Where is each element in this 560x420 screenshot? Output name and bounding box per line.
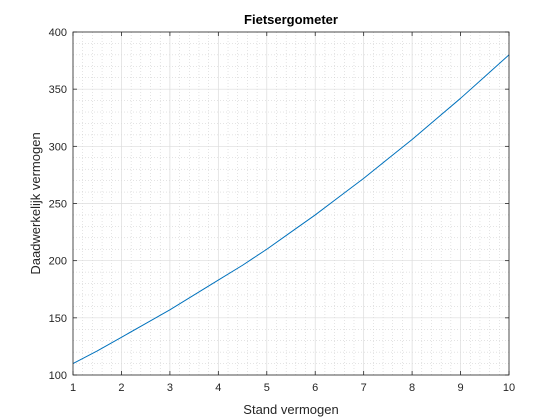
y-axis-title: Daadwerkelijk vermogen (28, 132, 43, 274)
x-tick-label: 2 (118, 382, 124, 394)
y-tick-label: 300 (49, 141, 67, 153)
y-tick-label: 100 (49, 370, 67, 382)
x-tick-label: 4 (215, 382, 221, 394)
x-tick-label: 10 (503, 382, 515, 394)
x-tick-label: 3 (167, 382, 173, 394)
series-layer (72, 54, 510, 365)
x-tick-labels: 1 2 3 4 5 6 7 8 9 10 (70, 382, 515, 394)
y-tick-label: 400 (49, 27, 67, 39)
y-tick-label: 350 (49, 84, 67, 96)
tick-marks (72, 31, 510, 376)
y-tick-label: 200 (49, 256, 67, 268)
chart-title: Fietsergometer (244, 12, 338, 27)
x-tick-label: 6 (312, 382, 318, 394)
y-tick-label: 150 (49, 313, 67, 325)
x-tick-label: 7 (361, 382, 367, 394)
x-tick-label: 9 (457, 382, 463, 394)
x-tick-label: 8 (409, 382, 415, 394)
x-tick-label: 1 (70, 382, 76, 394)
y-tick-label: 250 (49, 199, 67, 211)
y-tick-labels: 100 150 200 250 300 350 400 (49, 27, 67, 382)
x-tick-label: 5 (264, 382, 270, 394)
x-axis-title: Stand vermogen (243, 402, 338, 417)
series-line-1 (72, 54, 510, 365)
